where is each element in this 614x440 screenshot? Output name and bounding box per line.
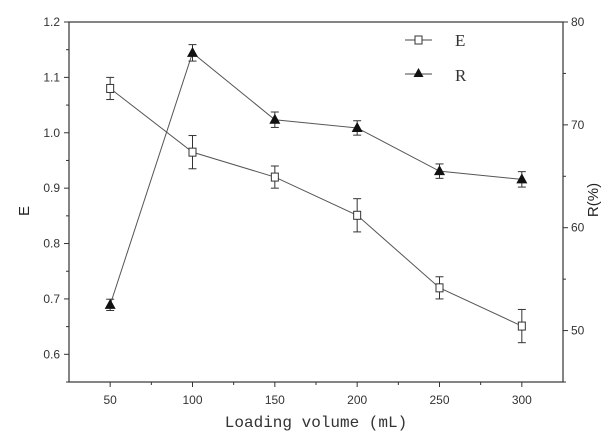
y-tick-label: 1.2 (43, 15, 60, 29)
data-point-e (270, 172, 279, 182)
data-point-e (106, 83, 115, 93)
legend-label-e: E (455, 31, 465, 50)
y-tick-label: 1.0 (43, 126, 60, 140)
x-tick-label: 200 (347, 393, 367, 407)
x-tick-label: 100 (182, 393, 202, 407)
legend-label-r: R (455, 66, 467, 85)
data-point-e (353, 210, 362, 220)
y-tick-label: 0.6 (43, 347, 60, 361)
x-tick-label: 250 (429, 393, 449, 407)
data-point-e (188, 147, 197, 157)
y2-tick-label: 60 (571, 221, 585, 235)
y2-axis-label: R(%) (585, 183, 602, 217)
y2-tick-label: 70 (571, 118, 585, 132)
data-point-r (516, 173, 528, 184)
x-tick-label: 300 (512, 393, 532, 407)
data-point-r (187, 46, 198, 57)
y2-tick-label: 80 (571, 15, 585, 29)
legend-marker-e (414, 35, 423, 45)
plot-frame (68, 21, 564, 383)
data-point-e (435, 283, 444, 293)
y-tick-label: 0.9 (43, 181, 60, 195)
series-line-r (109, 52, 522, 306)
legend-marker-r (413, 68, 424, 77)
x-tick-label: 150 (265, 393, 285, 407)
x-tick-label: 50 (103, 393, 117, 407)
data-point-r (104, 298, 116, 309)
data-point-r (351, 121, 363, 132)
series-line-e (109, 88, 523, 327)
data-point-r (434, 165, 445, 176)
data-point-e (517, 321, 526, 331)
legend: E R (405, 31, 467, 85)
y2-tick-label: 50 (571, 324, 585, 338)
x-axis-label: Loading volume (mL) (225, 414, 407, 432)
y-tick-label: 0.8 (43, 237, 60, 251)
data-point-r (269, 113, 281, 124)
y-tick-label: 1.1 (43, 70, 60, 84)
y-axis-label: E (16, 206, 33, 216)
y-tick-label: 0.7 (43, 292, 60, 306)
